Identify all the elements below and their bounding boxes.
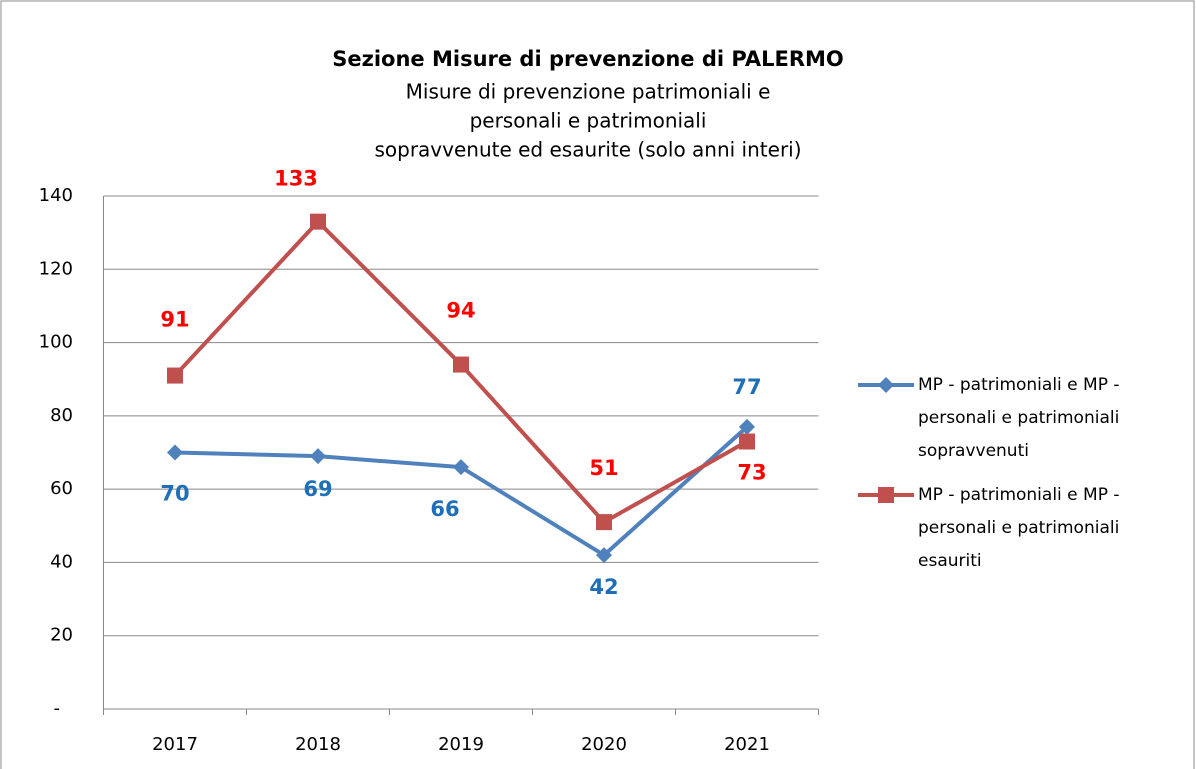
x-tick-label: 2019 xyxy=(438,734,484,755)
line-marker xyxy=(167,367,183,384)
legend-label: MP - patrimoniali e MP - personali e pat… xyxy=(918,375,1120,461)
data-label: 70 xyxy=(160,482,189,506)
x-tick-label: 2020 xyxy=(581,734,627,755)
y-tick-label: 20 xyxy=(50,625,73,646)
data-label: 51 xyxy=(589,456,618,480)
chart-subtitle: Misure di prevenzione patrimoniali e xyxy=(406,80,771,104)
y-tick-label: 140 xyxy=(39,185,73,206)
line-marker xyxy=(167,444,183,461)
x-tick-label: 2018 xyxy=(295,734,341,755)
line-marker xyxy=(878,377,894,393)
line-marker xyxy=(310,213,326,230)
y-tick-label: - xyxy=(54,698,61,719)
legend-label: MP - patrimoniali e MP - personali e pat… xyxy=(918,485,1120,571)
line-marker xyxy=(453,459,469,476)
chart-subtitle: sopravvenute ed esaurite (solo anni inte… xyxy=(374,138,801,162)
line-marker xyxy=(739,433,755,450)
data-label: 133 xyxy=(274,167,318,191)
y-tick-label: 80 xyxy=(50,405,73,426)
line-marker xyxy=(453,356,469,373)
y-tick-label: 60 xyxy=(50,478,73,499)
y-tick-label: 120 xyxy=(39,258,73,279)
data-label: 42 xyxy=(589,575,618,599)
chart-subtitle: personali e patrimoniali xyxy=(470,109,707,133)
line-marker xyxy=(596,514,612,531)
x-tick-label: 2021 xyxy=(724,734,770,755)
line-marker xyxy=(596,547,612,564)
data-label: 94 xyxy=(446,299,475,323)
data-label: 69 xyxy=(303,477,332,501)
y-tick-label: 40 xyxy=(50,551,73,572)
chart-title: Sezione Misure di prevenzione di PALERMO xyxy=(332,47,844,71)
data-label: 91 xyxy=(160,308,189,332)
line-marker xyxy=(739,418,755,435)
line-marker xyxy=(878,487,894,503)
line-marker xyxy=(310,448,326,465)
data-label: 73 xyxy=(737,461,766,485)
y-tick-label: 100 xyxy=(39,332,73,353)
data-label: 77 xyxy=(732,375,761,399)
x-tick-label: 2017 xyxy=(152,734,198,755)
data-label: 66 xyxy=(430,497,459,521)
